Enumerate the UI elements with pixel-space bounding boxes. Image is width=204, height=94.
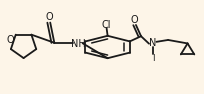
Text: O: O [6, 35, 14, 45]
Text: I: I [151, 54, 154, 63]
Text: Cl: Cl [101, 20, 111, 30]
Text: O: O [130, 15, 137, 25]
Text: O: O [45, 12, 53, 22]
Text: N: N [148, 38, 156, 48]
Text: NH: NH [70, 39, 85, 49]
